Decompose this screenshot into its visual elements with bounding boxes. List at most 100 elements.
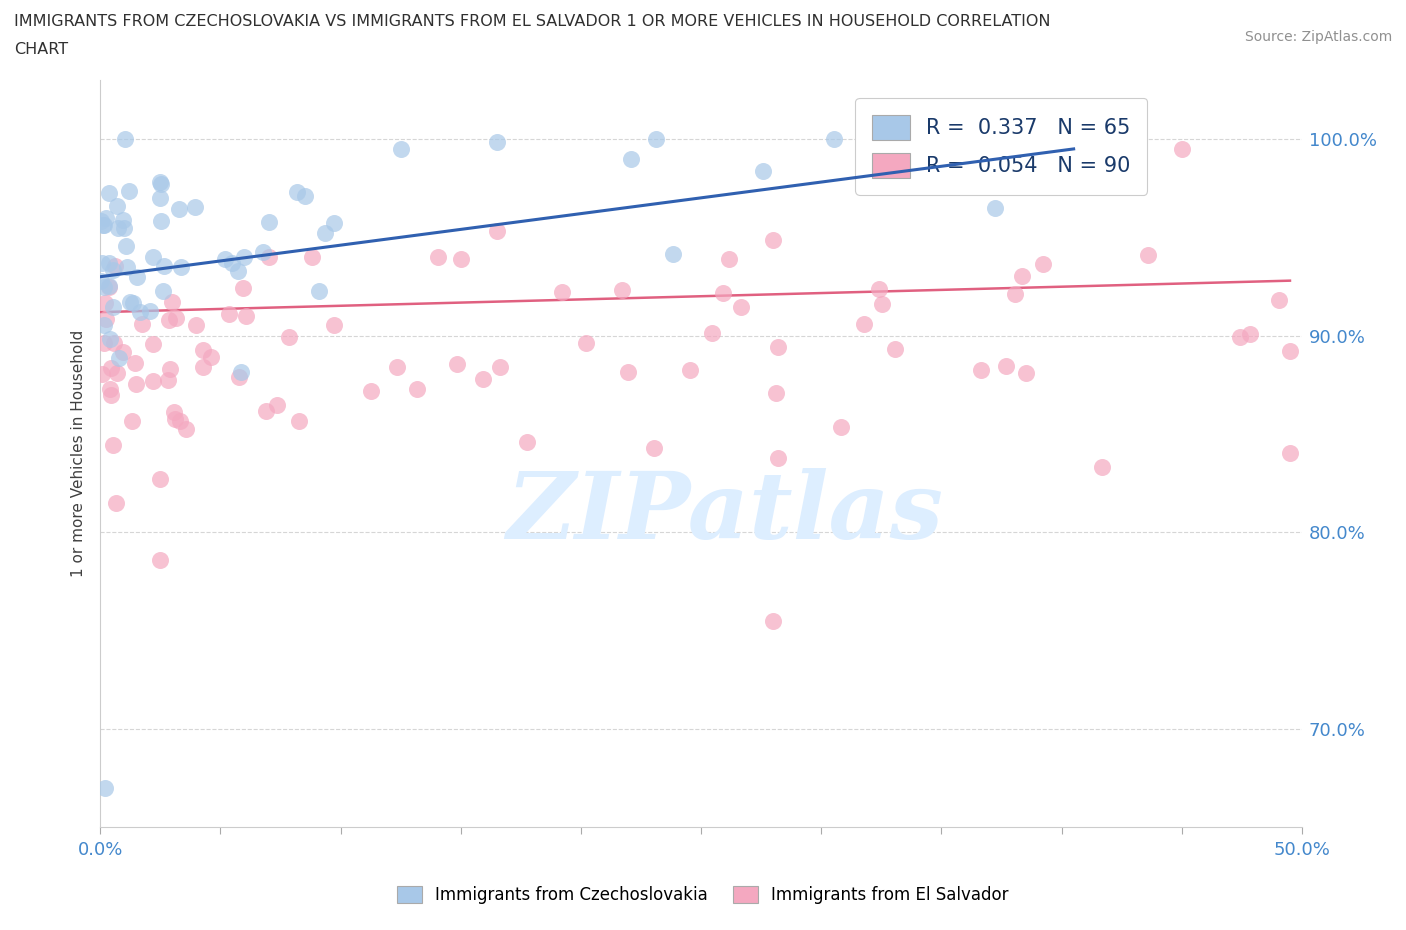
- Point: [516, 434, 538, 449]
- Point: [471, 372, 494, 387]
- Text: IMMIGRANTS FROM CZECHOSLOVAKIA VS IMMIGRANTS FROM EL SALVADOR 1 OR MORE VEHICLES: IMMIGRANTS FROM CZECHOSLOVAKIA VS IMMIGR…: [14, 14, 1050, 29]
- Point: [1091, 459, 1114, 474]
- Point: [148, 472, 170, 486]
- Point: [169, 414, 191, 429]
- Point: [90, 274, 112, 289]
- Point: [235, 309, 257, 324]
- Point: [450, 252, 472, 267]
- Point: [1015, 365, 1038, 380]
- Point: [98, 279, 121, 294]
- Point: [226, 264, 249, 279]
- Point: [762, 232, 785, 247]
- Point: [884, 341, 907, 356]
- Point: [679, 362, 702, 377]
- Point: [973, 132, 995, 147]
- Point: [323, 317, 346, 332]
- Point: [360, 383, 382, 398]
- Point: [103, 336, 125, 351]
- Point: [112, 213, 135, 228]
- Point: [94, 780, 117, 795]
- Point: [191, 360, 214, 375]
- Point: [152, 284, 174, 299]
- Point: [94, 211, 117, 226]
- Point: [486, 223, 509, 238]
- Point: [1004, 286, 1026, 301]
- Point: [108, 351, 131, 365]
- Point: [142, 374, 165, 389]
- Point: [118, 183, 141, 198]
- Point: [730, 299, 752, 314]
- Point: [152, 259, 174, 273]
- Point: [762, 614, 785, 629]
- Point: [101, 438, 124, 453]
- Point: [142, 337, 165, 352]
- Point: [159, 361, 181, 376]
- Point: [107, 220, 129, 235]
- Point: [218, 306, 240, 321]
- Point: [115, 259, 138, 274]
- Point: [994, 359, 1017, 374]
- Point: [662, 246, 685, 261]
- Point: [314, 226, 336, 241]
- Point: [125, 377, 148, 392]
- Point: [266, 397, 288, 412]
- Point: [90, 255, 112, 270]
- Point: [94, 312, 117, 326]
- Point: [214, 252, 236, 267]
- Point: [149, 175, 172, 190]
- Point: [259, 250, 281, 265]
- Point: [711, 286, 734, 300]
- Point: [138, 304, 160, 319]
- Point: [489, 359, 512, 374]
- Point: [880, 132, 903, 147]
- Point: [1033, 153, 1056, 167]
- Point: [114, 132, 136, 147]
- Point: [120, 295, 142, 310]
- Point: [870, 297, 893, 312]
- Point: [228, 370, 250, 385]
- Point: [121, 413, 143, 428]
- Point: [287, 184, 309, 199]
- Point: [620, 152, 643, 166]
- Text: CHART: CHART: [14, 42, 67, 57]
- Point: [1268, 293, 1291, 308]
- Y-axis label: 1 or more Vehicles in Household: 1 or more Vehicles in Household: [72, 330, 86, 578]
- Point: [1011, 268, 1033, 283]
- Point: [97, 186, 120, 201]
- Point: [1278, 343, 1301, 358]
- Point: [406, 381, 429, 396]
- Point: [575, 335, 598, 350]
- Point: [98, 280, 121, 295]
- Point: [93, 335, 115, 350]
- Point: [129, 304, 152, 319]
- Point: [1239, 326, 1261, 341]
- Legend: Immigrants from Czechoslovakia, Immigrants from El Salvador: Immigrants from Czechoslovakia, Immigran…: [388, 878, 1018, 912]
- Point: [98, 381, 121, 396]
- Point: [389, 141, 412, 156]
- Point: [278, 329, 301, 344]
- Point: [104, 496, 127, 511]
- Point: [112, 344, 135, 359]
- Point: [252, 245, 274, 259]
- Point: [830, 419, 852, 434]
- Point: [93, 317, 115, 332]
- Point: [165, 411, 187, 426]
- Point: [91, 366, 114, 381]
- Point: [104, 259, 127, 273]
- Point: [1080, 132, 1102, 147]
- Point: [142, 249, 165, 264]
- Point: [287, 414, 309, 429]
- Point: [308, 284, 330, 299]
- Point: [718, 252, 741, 267]
- Text: Source: ZipAtlas.com: Source: ZipAtlas.com: [1244, 30, 1392, 44]
- Point: [617, 365, 640, 379]
- Point: [167, 202, 190, 217]
- Point: [643, 440, 665, 455]
- Point: [301, 249, 323, 264]
- Point: [853, 316, 876, 331]
- Text: ZIPatlas: ZIPatlas: [506, 469, 943, 559]
- Point: [105, 365, 128, 380]
- Point: [105, 198, 128, 213]
- Point: [100, 361, 122, 376]
- Point: [97, 256, 120, 271]
